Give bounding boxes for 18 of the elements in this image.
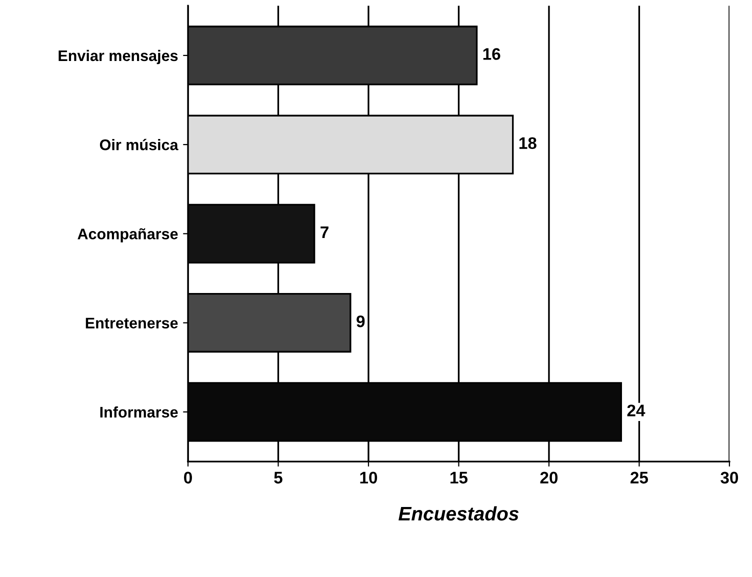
- data-label: 7: [320, 226, 328, 238]
- x-tick-label: 25: [630, 472, 648, 484]
- y-tick-label: Oir música: [100, 138, 178, 150]
- data-label: 24: [627, 404, 646, 416]
- y-tick-label: Informarse: [100, 406, 178, 418]
- x-tick-label: 30: [720, 472, 738, 484]
- x-tick-label: 0: [184, 472, 192, 484]
- x-axis-title: Encuestados: [398, 506, 519, 521]
- data-label: 16: [483, 48, 500, 60]
- data-label: 18: [519, 137, 536, 150]
- data-label: 9: [356, 315, 365, 328]
- x-tick-label: 10: [360, 472, 378, 484]
- x-tick-label: 5: [274, 472, 282, 484]
- x-tick-label: 20: [540, 472, 558, 484]
- y-tick-label: Acompañarse: [78, 228, 178, 242]
- y-tick-label: Enviar mensajes: [58, 50, 178, 64]
- x-tick-label: 15: [450, 472, 468, 484]
- y-tick-label: Entretenerse: [86, 318, 178, 328]
